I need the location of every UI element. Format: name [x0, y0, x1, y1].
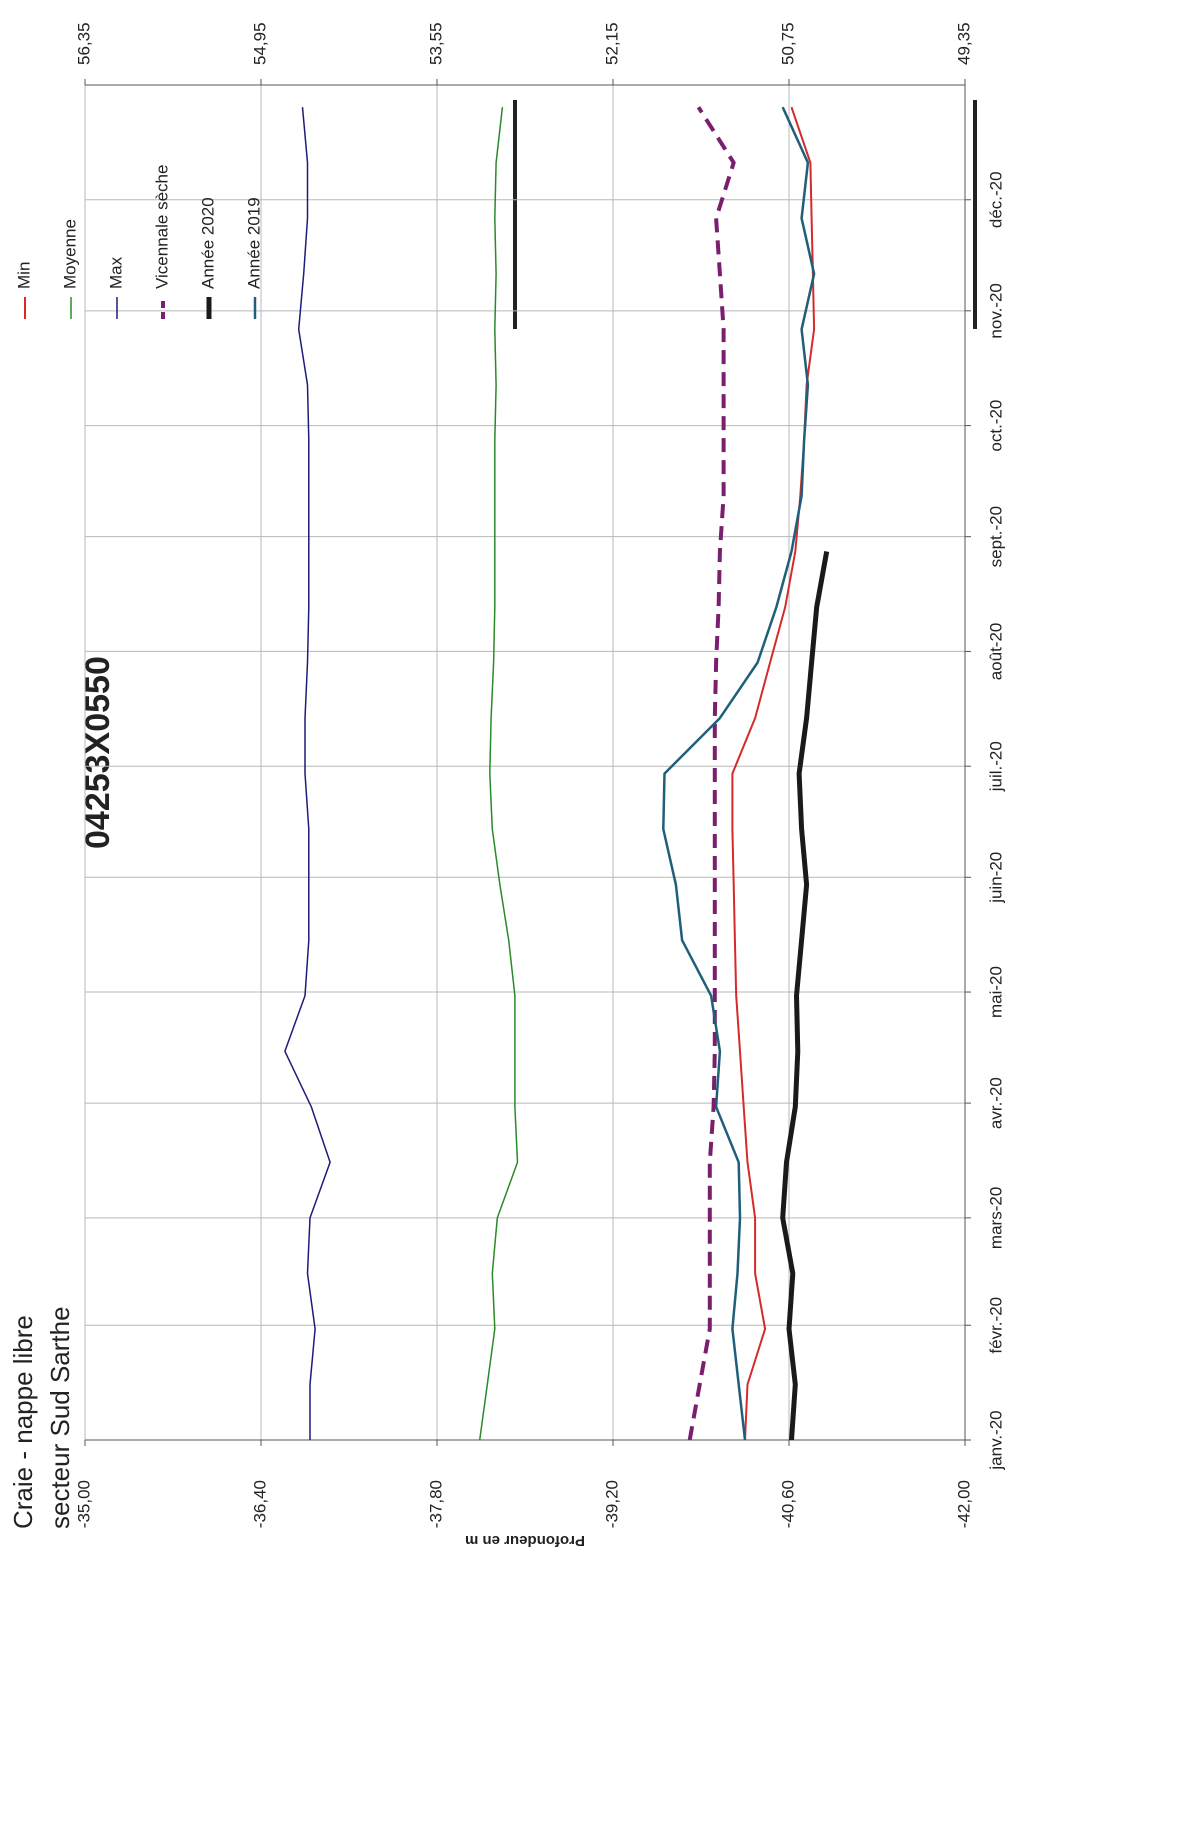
x-tick-label: août-20 [986, 623, 1005, 681]
x-tick-label: nov.-20 [986, 283, 1005, 338]
y2-tick-label: 49,35 [954, 22, 973, 65]
x-tick-label: mai-20 [986, 966, 1005, 1018]
legend-label: Année 2019 [244, 197, 263, 289]
header-line: Craie - nappe libre [8, 1315, 38, 1529]
legend-label: Vicennale sèche [152, 165, 171, 289]
y-tick-label: -37,80 [426, 1480, 445, 1528]
x-tick-label: sept.-20 [986, 506, 1005, 567]
y-tick-label: -42,00 [954, 1480, 973, 1528]
x-tick-label: déc.-20 [986, 171, 1005, 228]
y2-tick-label: 52,15 [602, 22, 621, 65]
series-line [284, 107, 331, 1440]
x-tick-label: avr.-20 [986, 1077, 1005, 1129]
x-tick-label: mars-20 [986, 1187, 1005, 1249]
x-tick-label: janv.-20 [986, 1410, 1005, 1470]
x-tick-label: juil.-20 [986, 741, 1005, 792]
x-tick-label: févr.-20 [986, 1297, 1005, 1354]
x-tick-label: oct.-20 [986, 400, 1005, 452]
legend-label: Année 2020 [198, 197, 217, 289]
y2-tick-label: 50,75 [778, 22, 797, 65]
legend-label: Min [14, 262, 33, 289]
x-tick-label: juin-20 [986, 852, 1005, 904]
y-tick-label: -35,00 [74, 1480, 93, 1528]
y-tick-label: -36,40 [250, 1480, 269, 1528]
series-line [478, 107, 519, 1441]
header-line: secteur Sud Sarthe [45, 1306, 75, 1529]
legend-label: Moyenne [60, 219, 79, 289]
series-line [731, 106, 816, 1441]
legend-label: Max [106, 256, 125, 289]
y-axis-label: Profondeur en m [465, 1532, 585, 1549]
y2-tick-label: 53,55 [426, 22, 445, 65]
y-tick-label: -40,60 [778, 1480, 797, 1528]
rotated-page: Craie - nappe libre secteur Sud Sarthe 0… [8, 22, 1006, 1549]
y-tick-label: -39,20 [602, 1480, 621, 1528]
series-line [687, 106, 736, 1441]
y2-tick-label: 54,95 [250, 22, 269, 65]
y2-tick-label: 56,35 [74, 22, 93, 65]
series-line [780, 551, 830, 1441]
series-line [662, 106, 816, 1441]
